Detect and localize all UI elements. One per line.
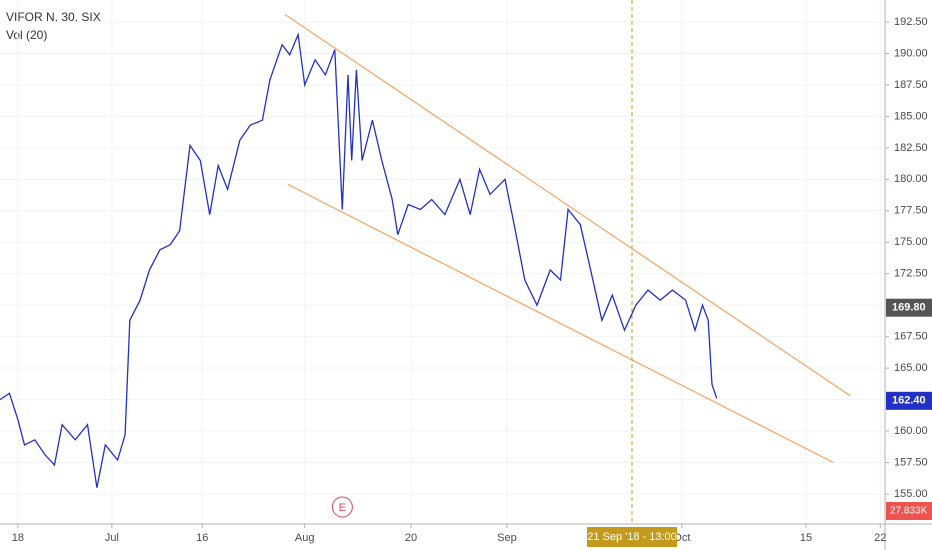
price-label-box [886, 391, 932, 410]
x-tick-label: 16 [196, 532, 208, 544]
price-line [0, 32, 718, 488]
chart-title: VIFOR N, 30, SIX [6, 10, 101, 24]
crosshair-label-box [587, 527, 678, 547]
x-tick-label: Jul [105, 532, 119, 544]
event-marker-label: E [339, 502, 346, 514]
volume-label-box [886, 502, 932, 520]
x-tick-label: 18 [12, 532, 24, 544]
volume-label: 27.833K [890, 506, 928, 517]
x-tick-label: 22 [874, 532, 886, 544]
y-tick-label: 167.50 [894, 331, 928, 343]
y-tick-label: 172.50 [894, 268, 928, 280]
y-tick-label: 180.00 [894, 173, 928, 185]
subtitle: Vol (20) [6, 28, 47, 42]
price-label: 162.40 [892, 395, 926, 407]
crosshair-label: 21 Sep '18 - 13:00 [587, 531, 677, 543]
x-tick-label: Oct [673, 532, 690, 544]
x-tick-label: Sep [497, 532, 517, 544]
y-tick-label: 192.50 [894, 16, 928, 28]
trend-line [284, 14, 851, 397]
y-tick-label: 187.50 [894, 79, 928, 91]
price-label: 169.80 [892, 302, 926, 314]
x-tick-label: 15 [800, 532, 812, 544]
y-tick-label: 177.50 [894, 205, 928, 217]
y-tick-label: 190.00 [894, 47, 928, 59]
y-tick-label: 182.50 [894, 142, 928, 154]
x-tick-label: Aug [295, 532, 315, 544]
y-tick-label: 185.00 [894, 110, 928, 122]
trend-line [287, 183, 834, 464]
y-tick-label: 175.00 [894, 236, 928, 248]
y-tick-label: 155.00 [894, 488, 928, 500]
y-tick-label: 165.00 [894, 362, 928, 374]
y-tick-label: 157.50 [894, 456, 928, 468]
x-tick-label: 20 [405, 532, 417, 544]
y-tick-label: 160.00 [894, 425, 928, 437]
price-label-box [886, 298, 932, 317]
event-marker [331, 496, 353, 518]
